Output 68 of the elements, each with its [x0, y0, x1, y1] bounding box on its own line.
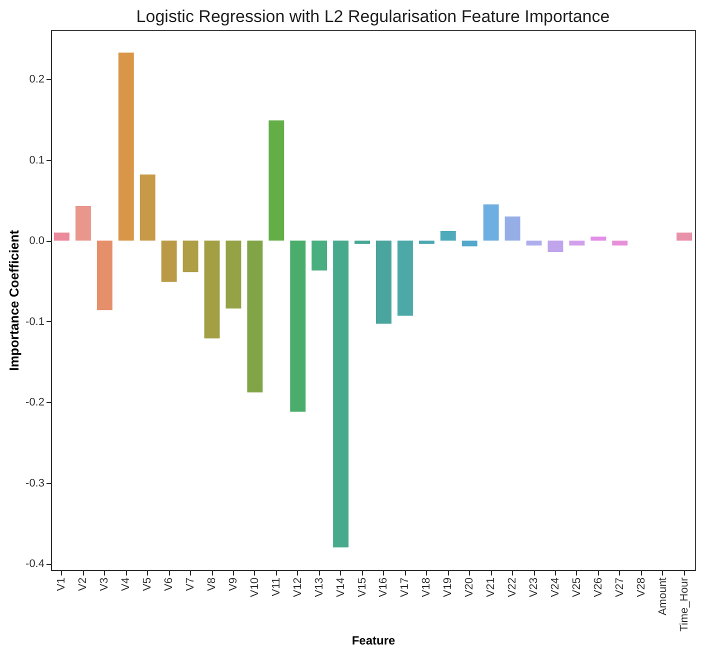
bar [590, 236, 606, 241]
x-tick-label: V14 [334, 578, 347, 598]
x-tick-label: V7 [184, 578, 197, 591]
bar [462, 240, 478, 246]
x-tick-label: V17 [399, 578, 412, 598]
bar [54, 232, 70, 241]
chart-title: Logistic Regression with L2 Regularisation Feature Importance [136, 7, 610, 26]
x-tick-label: V28 [635, 578, 648, 598]
x-tick-label: V16 [378, 578, 390, 598]
y-axis-title: Importance Coefficient [6, 229, 22, 371]
bar [226, 240, 242, 308]
bar [96, 240, 112, 310]
bar [418, 240, 434, 244]
x-tick-label: V18 [420, 578, 433, 598]
x-tick-label: V22 [506, 578, 519, 598]
bar [676, 232, 692, 241]
bar [118, 52, 134, 241]
y-tick-label: 0.0 [29, 235, 44, 248]
y-tick-label: -0.4 [26, 558, 44, 570]
x-axis-title: Feature [352, 633, 396, 648]
x-tick-label: V21 [485, 578, 498, 598]
x-tick-label: V23 [528, 578, 540, 598]
y-tick-label: -0.1 [26, 316, 44, 328]
bar [440, 230, 456, 241]
x-tick-label: V19 [442, 578, 454, 598]
bar [376, 240, 392, 324]
bar [204, 240, 220, 338]
x-tick-label: V4 [120, 578, 132, 591]
bar [504, 216, 520, 241]
bar [75, 206, 91, 241]
y-tick-label: 0.1 [29, 154, 44, 166]
y-tick-label: -0.3 [26, 477, 44, 490]
bar [354, 240, 370, 244]
x-tick-label: V13 [313, 578, 326, 598]
x-tick-label: V9 [227, 578, 240, 591]
x-tick-label: V3 [98, 578, 111, 591]
bar [569, 240, 585, 246]
x-tick-label: V2 [77, 578, 90, 591]
bar [268, 120, 284, 241]
x-tick-label: V1 [56, 578, 68, 591]
y-tick-label: -0.2 [26, 396, 44, 409]
y-tick-label: 0.2 [29, 74, 44, 86]
bar [247, 240, 263, 392]
x-tick-label: V15 [356, 578, 368, 598]
bar [161, 240, 177, 282]
bar [290, 240, 306, 412]
x-tick-label: V24 [549, 578, 562, 598]
x-tick-label: V5 [142, 578, 154, 591]
bar [140, 174, 156, 241]
x-tick-label: V11 [270, 578, 282, 596]
bar [333, 240, 349, 548]
bar [312, 240, 328, 271]
bar [483, 204, 499, 241]
x-tick-label: V10 [248, 578, 261, 598]
x-tick-label: Time_Hour [678, 577, 690, 632]
bar [526, 240, 542, 246]
bar [548, 240, 564, 252]
x-tick-label: V6 [163, 578, 176, 591]
x-tick-label: V27 [614, 578, 626, 598]
x-tick-label: V20 [464, 578, 476, 598]
x-tick-label: V25 [570, 578, 583, 598]
bar [612, 240, 628, 246]
bar [182, 240, 198, 272]
x-tick-label: Amount [656, 578, 669, 616]
x-tick-label: V8 [206, 578, 218, 591]
x-tick-label: V26 [592, 578, 604, 598]
bar [397, 240, 413, 316]
x-tick-label: V12 [292, 578, 304, 598]
